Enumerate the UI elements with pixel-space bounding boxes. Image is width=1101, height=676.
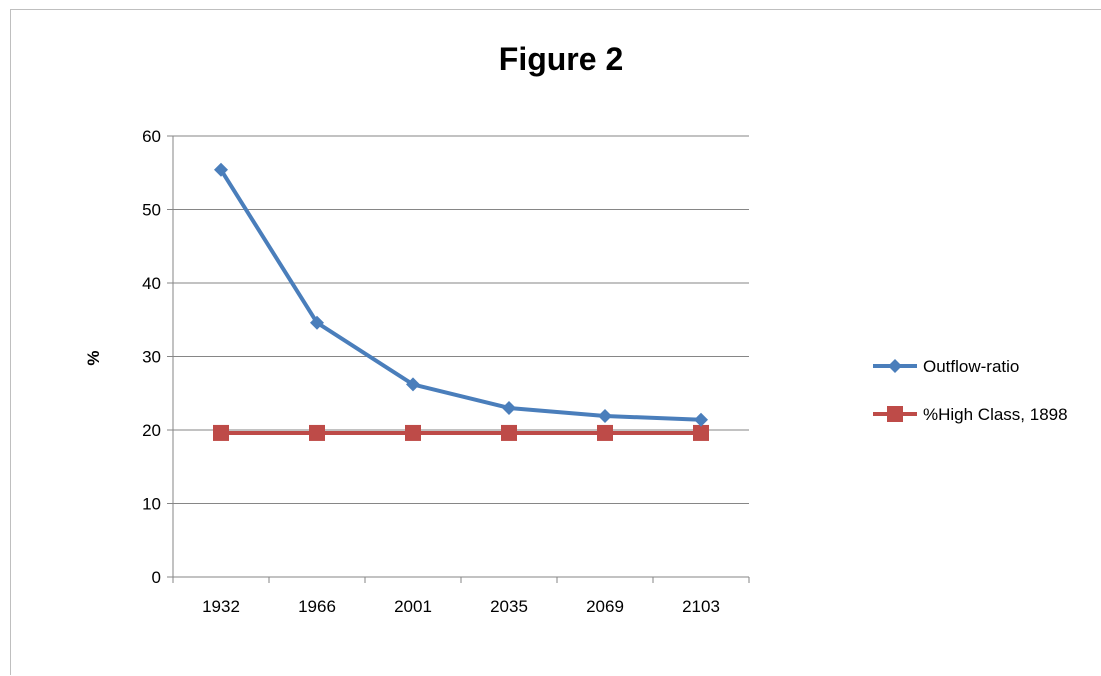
series-line — [219, 168, 702, 422]
data-point — [502, 400, 516, 415]
legend-marker — [888, 359, 902, 373]
data-point — [597, 424, 613, 441]
data-point — [309, 424, 325, 441]
y-tick-label: 20 — [142, 421, 161, 440]
legend-entry: Outflow-ratio — [873, 357, 1019, 376]
y-tick-label: 50 — [142, 201, 161, 220]
x-tick-label: 1966 — [298, 597, 336, 616]
y-axis-label: % — [84, 350, 103, 365]
y-tick-label: 60 — [142, 127, 161, 146]
y-axis-ticks: 0 10 20 30 40 50 60 — [142, 127, 161, 587]
legend-label: Outflow-ratio — [923, 357, 1019, 376]
series-lines — [213, 162, 709, 441]
data-point — [214, 162, 228, 177]
x-tick-label: 2103 — [682, 597, 720, 616]
series-0 — [214, 162, 708, 427]
data-point — [213, 424, 229, 441]
data-point — [310, 315, 324, 330]
x-tick-label: 1932 — [202, 597, 240, 616]
data-point — [406, 377, 420, 392]
legend-marker — [887, 406, 903, 422]
y-tick-label: 10 — [142, 495, 161, 514]
y-tick-label: 0 — [152, 568, 161, 587]
y-tick-label: 30 — [142, 348, 161, 367]
data-point — [694, 412, 708, 427]
data-point — [405, 424, 421, 441]
series-1 — [213, 424, 709, 441]
x-tick-label: 2035 — [490, 597, 528, 616]
x-tick-label: 2001 — [394, 597, 432, 616]
x-tick-label: 2069 — [586, 597, 624, 616]
chart-frame: Figure 2 % 0 10 20 30 40 50 60 1932 1966 2001 203… — [10, 9, 1101, 675]
legend: Outflow-ratio %High Class, 1898 — [873, 357, 1068, 424]
y-tick-label: 40 — [142, 274, 161, 293]
line-chart: Figure 2 % 0 10 20 30 40 50 60 1932 1966 2001 203… — [84, 41, 1068, 616]
legend-entry: %High Class, 1898 — [873, 405, 1068, 424]
chart-title: Figure 2 — [499, 41, 623, 77]
data-point — [693, 424, 709, 441]
axes — [167, 135, 750, 583]
legend-label: %High Class, 1898 — [923, 405, 1068, 424]
x-axis-ticks: 1932 1966 2001 2035 2069 2103 — [202, 597, 720, 616]
data-point — [598, 409, 612, 424]
data-point — [501, 424, 517, 441]
gridlines — [173, 135, 749, 504]
